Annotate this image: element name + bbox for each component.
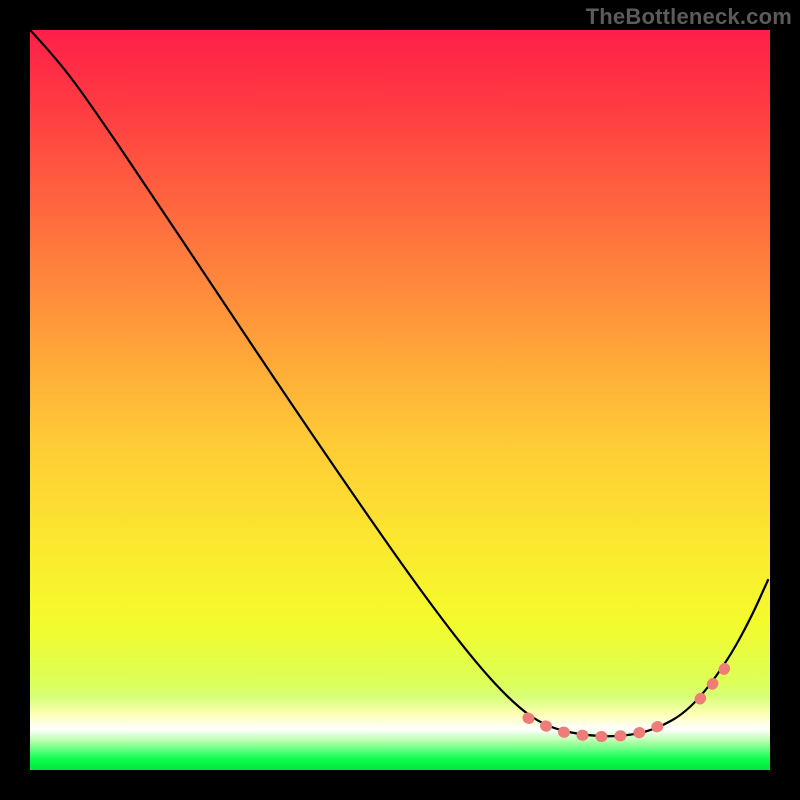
chart-stage: TheBottleneck.com — [0, 0, 800, 800]
bottleneck-chart — [0, 0, 800, 800]
watermark-label: TheBottleneck.com — [586, 4, 792, 30]
chart-plot-area — [30, 30, 770, 770]
